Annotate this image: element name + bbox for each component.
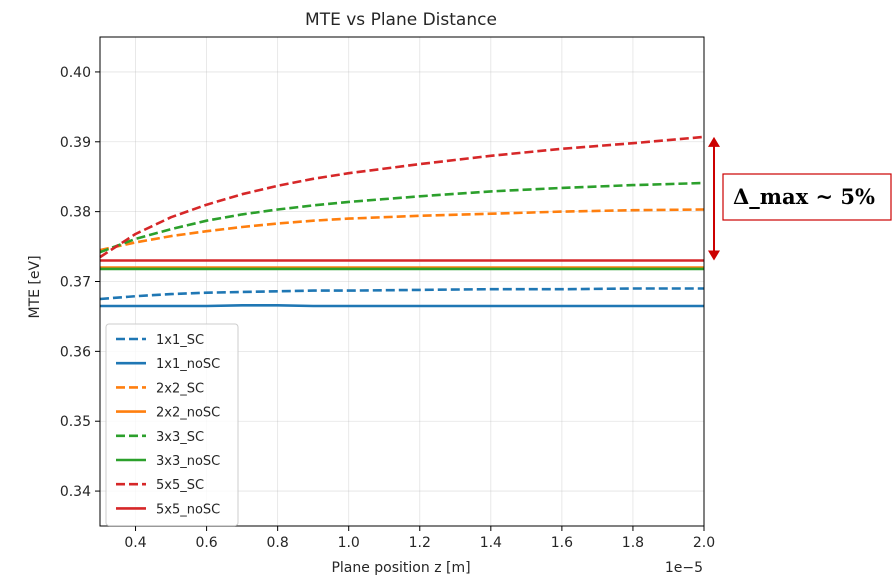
series-line-1x1_SC: [99, 287, 704, 301]
axis-ticks: 0.4 0.6 0.8 1.0 1.2 1.4 1.6 1.8 2.0 0.34 0.35 0.36 0…: [60, 65, 715, 551]
annotation-arrowhead-up: [708, 136, 720, 147]
x-tick-label: 1.2: [409, 535, 431, 551]
series-line-1x1_noSC: [100, 304, 704, 308]
x-axis-label: Plane position z [m]: [331, 560, 470, 576]
legend-label: 2x2_noSC: [156, 406, 220, 421]
y-tick-label: 0.34: [60, 484, 91, 500]
legend-label: 1x1_SC: [156, 333, 204, 348]
legend-label: 5x5_noSC: [156, 502, 220, 517]
x-tick-label: 0.8: [267, 535, 289, 551]
series-line-2x2_SC: [99, 208, 705, 252]
y-axis-label: MTE [eV]: [27, 255, 43, 318]
x-tick-label: 1.8: [622, 535, 644, 551]
y-tick-label: 0.40: [60, 65, 91, 81]
series-lines: [99, 135, 705, 308]
legend-label: 2x2_SC: [156, 381, 204, 396]
y-tick-label: 0.38: [60, 205, 91, 221]
delta-annotation: Δ_max ~ 5%: [708, 136, 892, 261]
x-tick-label: 0.6: [195, 535, 217, 551]
annotation-arrowhead-down: [708, 250, 720, 261]
x-tick-label: 1.4: [480, 535, 502, 551]
legend-box: [105, 323, 239, 527]
x-tick-label: 1.0: [338, 535, 360, 551]
legend: 1x1_SC 1x1_noSC 2x2_SC 2x2_noSC 3x3_SC 3x3_no…: [105, 323, 239, 527]
y-tick-label: 0.37: [60, 275, 91, 291]
legend-label: 3x3_SC: [156, 430, 204, 445]
chart-title: MTE vs Plane Distance: [305, 10, 497, 30]
x-tick-label: 0.4: [124, 535, 146, 551]
y-tick-label: 0.35: [60, 414, 91, 430]
x-tick-label: 2.0: [693, 535, 715, 551]
legend-label: 3x3_noSC: [156, 454, 220, 469]
annotation-text: Δ_max ~ 5%: [733, 184, 875, 209]
legend-label: 5x5_SC: [156, 478, 204, 493]
y-tick-label: 0.36: [60, 344, 91, 360]
x-axis-offset-label: 1e−5: [665, 560, 703, 576]
legend-label: 1x1_noSC: [156, 357, 220, 372]
annotation-box: [722, 173, 892, 221]
x-tick-label: 1.6: [551, 535, 573, 551]
series-line-3x3_SC: [99, 181, 705, 254]
y-tick-label: 0.39: [60, 135, 91, 151]
series-line-5x5_SC: [99, 135, 705, 259]
